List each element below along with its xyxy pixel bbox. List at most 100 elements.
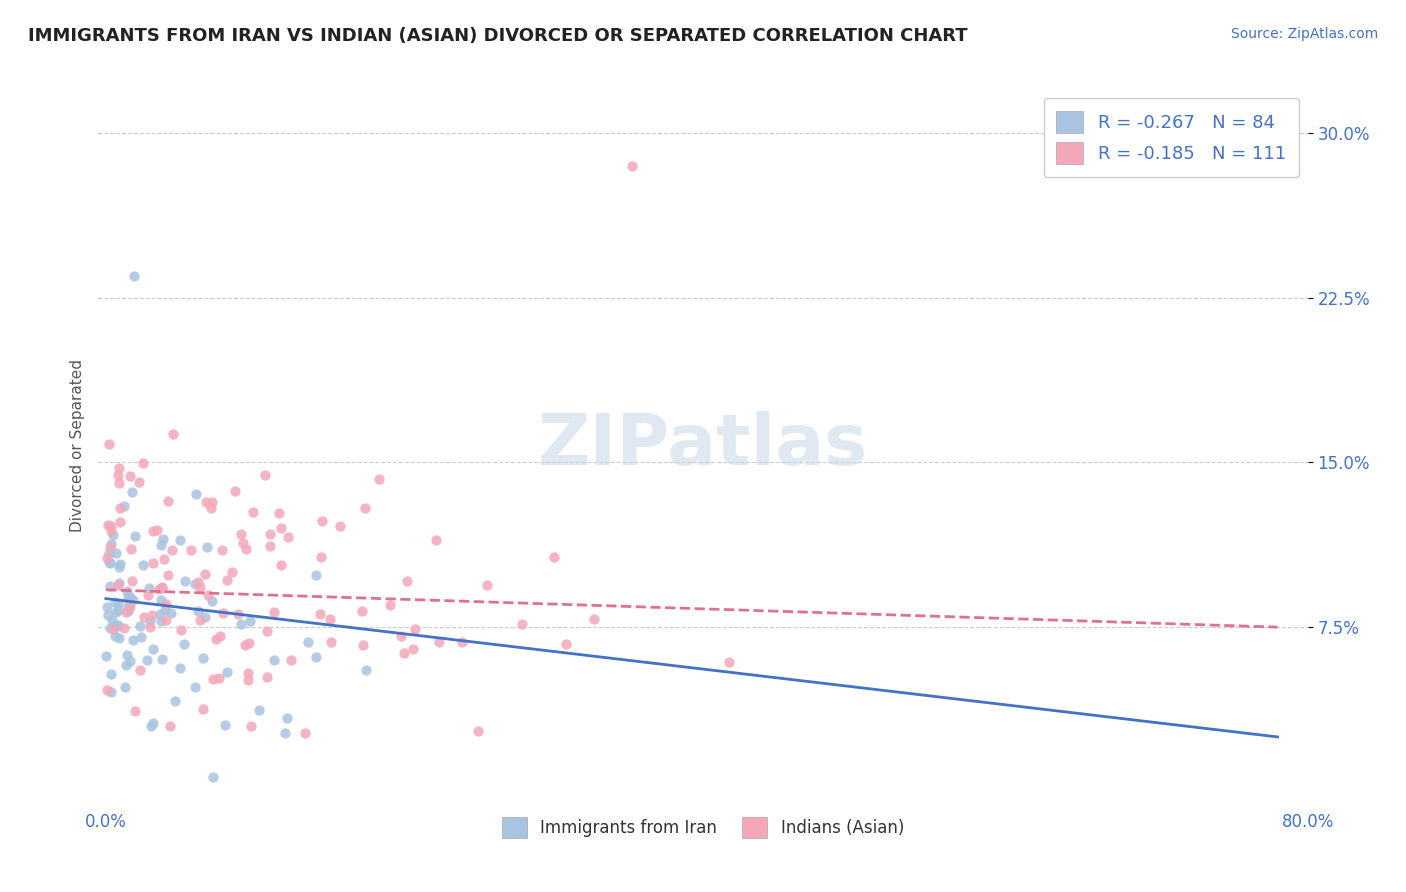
Point [231,617,253,632]
Point [224,484,246,499]
Point [239,719,262,733]
Point [367,472,389,486]
Point [395,574,418,588]
Point [467,723,489,738]
Point [118,600,141,615]
Point [319,634,342,648]
Point [319,612,342,626]
Point [187,575,209,590]
Point [153,603,176,617]
Point [101,613,124,627]
Point [110,515,132,529]
Point [232,536,254,550]
Point [311,514,333,528]
Point [100,537,122,551]
Point [378,599,401,613]
Point [238,636,260,650]
Point [194,566,217,581]
Point [110,557,132,571]
Point [425,533,447,547]
Point [96,682,118,697]
Point [277,530,299,544]
Point [114,680,136,694]
Point [98,437,121,451]
Point [105,546,128,560]
Point [554,637,576,651]
Point [162,427,184,442]
Point [236,666,259,681]
Point [263,606,285,620]
Point [211,606,233,620]
Point [100,524,122,538]
Point [259,539,281,553]
Point [108,575,131,590]
Point [297,635,319,649]
Point [221,566,243,580]
Point [103,619,125,633]
Point [105,605,128,619]
Point [510,616,533,631]
Point [150,593,173,607]
Point [184,680,207,694]
Point [148,582,170,596]
Point [149,538,172,552]
Point [153,551,176,566]
Point [620,159,643,173]
Point [233,638,256,652]
Point [451,635,474,649]
Point [191,702,214,716]
Point [96,648,118,663]
Point [107,467,129,482]
Point [122,268,145,283]
Point [129,631,152,645]
Point [427,635,450,649]
Point [259,527,281,541]
Text: Source: ZipAtlas.com: Source: ZipAtlas.com [1230,27,1378,41]
Point [583,612,606,626]
Point [354,501,377,516]
Point [150,651,173,665]
Point [208,671,231,685]
Point [718,655,741,669]
Point [404,622,426,636]
Point [242,505,264,519]
Point [100,667,122,681]
Point [205,632,228,646]
Point [100,684,122,698]
Point [256,669,278,683]
Point [159,719,181,733]
Point [121,484,143,499]
Point [263,653,285,667]
Point [194,494,217,508]
Y-axis label: Divorced or Separated: Divorced or Separated [69,359,84,533]
Point [138,582,160,596]
Point [114,657,136,672]
Point [100,519,122,533]
Legend: Immigrants from Iran, Indians (Asian): Immigrants from Iran, Indians (Asian) [495,811,911,845]
Point [132,610,155,624]
Point [97,546,120,560]
Point [202,770,225,784]
Point [194,610,217,624]
Point [157,567,180,582]
Point [117,590,139,604]
Point [215,573,238,587]
Point [215,665,238,680]
Point [200,500,222,515]
Point [394,646,416,660]
Point [112,622,135,636]
Point [120,591,142,605]
Point [120,541,142,556]
Point [96,600,118,615]
Point [155,613,177,627]
Point [197,540,219,554]
Point [214,718,236,732]
Point [389,629,412,643]
Point [121,574,143,588]
Point [97,518,120,533]
Text: ZIPatlas: ZIPatlas [538,411,868,481]
Point [105,619,128,633]
Point [294,726,316,740]
Point [115,648,138,662]
Point [280,652,302,666]
